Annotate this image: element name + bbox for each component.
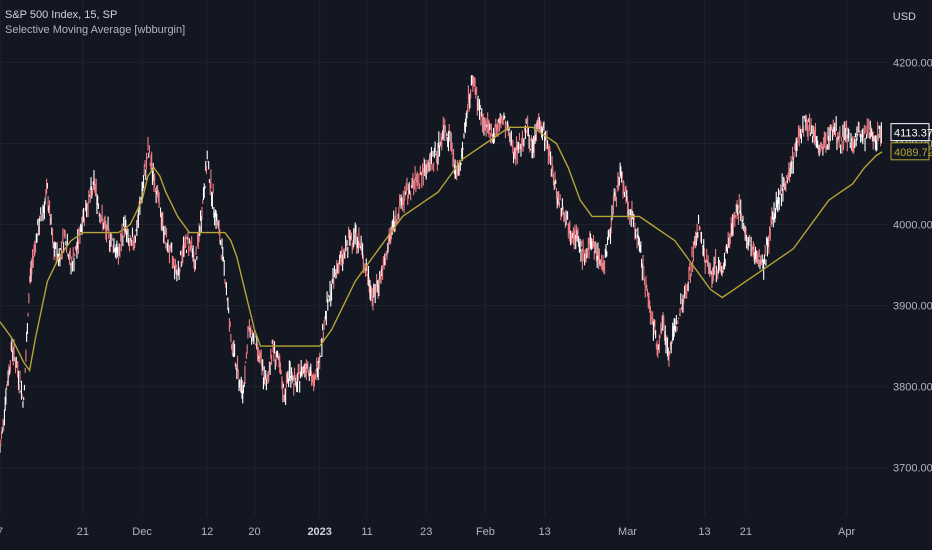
- last-price-box: [890, 123, 930, 142]
- x-tick-label: 23: [420, 526, 432, 538]
- y-tick-label: 3700.00: [893, 463, 932, 475]
- x-tick-label: 13: [539, 526, 551, 538]
- x-tick-label: 13: [698, 526, 710, 538]
- x-tick-label: Mar: [618, 526, 637, 538]
- symbol-title[interactable]: S&P 500 Index, 15, SP: [5, 9, 118, 21]
- currency-label[interactable]: USD: [892, 11, 916, 23]
- x-tick-label: Apr: [838, 526, 855, 538]
- sma-value-box: [890, 142, 930, 161]
- x-tick-label: Dec: [132, 526, 152, 538]
- price-series: [0, 75, 882, 453]
- x-tick-label: 2023: [307, 526, 331, 538]
- sma-value-label: 4089.72: [894, 147, 932, 159]
- last-price-label: 4113.37: [894, 128, 932, 140]
- chart-legend: S&P 500 Index, 15, SP Selective Moving A…: [5, 8, 185, 38]
- y-tick-label: 4200.00: [893, 57, 932, 69]
- x-tick-label: 21: [740, 526, 752, 538]
- grid-lines: [0, 0, 888, 516]
- sma-line: [0, 126, 883, 373]
- x-tick-label: 21: [77, 526, 89, 538]
- indicator-title[interactable]: Selective Moving Average [wbburgin]: [5, 24, 186, 36]
- x-tick-label: Feb: [476, 526, 495, 538]
- price-tags: 4113.37 4089.72: [890, 123, 932, 161]
- x-tick-label: 7: [0, 526, 3, 538]
- x-axis[interactable]: 7 21 Dec 12 20 2023 11 23 Feb 13 Mar 13 21 Apr: [0, 526, 855, 538]
- x-tick-label: 12: [201, 526, 213, 538]
- x-tick-label: 11: [361, 526, 372, 538]
- x-tick-label: 20: [248, 526, 260, 538]
- y-tick-label: 3900.00: [893, 301, 932, 313]
- y-tick-label: 4000.00: [893, 220, 932, 232]
- y-tick-label: 3800.00: [893, 382, 932, 394]
